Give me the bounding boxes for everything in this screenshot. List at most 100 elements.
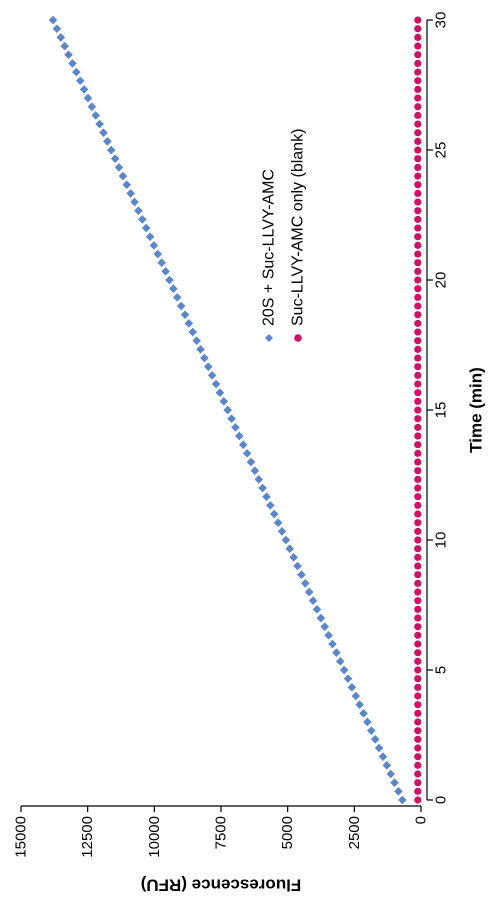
data-point bbox=[414, 727, 422, 735]
data-point bbox=[414, 337, 422, 345]
data-point bbox=[414, 233, 422, 241]
data-point bbox=[414, 111, 422, 120]
data-point bbox=[242, 449, 252, 458]
data-point bbox=[414, 345, 422, 353]
data-point bbox=[231, 423, 240, 432]
data-point bbox=[414, 137, 422, 145]
data-point bbox=[207, 371, 217, 380]
data-point bbox=[196, 345, 205, 354]
data-point bbox=[56, 33, 66, 42]
data-point bbox=[301, 579, 310, 588]
y-tick-label: 10000 bbox=[146, 816, 163, 858]
x-tick-label: 25 bbox=[433, 142, 450, 159]
data-point bbox=[414, 371, 422, 379]
legend-marker-20s-plus-substrate bbox=[265, 334, 273, 342]
data-point bbox=[390, 778, 399, 787]
data-point bbox=[64, 50, 73, 60]
y-tick-label: 0 bbox=[413, 816, 430, 824]
data-point bbox=[414, 120, 422, 128]
data-point bbox=[414, 536, 422, 544]
data-point bbox=[52, 24, 62, 34]
data-point bbox=[414, 16, 422, 24]
x-tick-label: 5 bbox=[433, 666, 450, 674]
data-point bbox=[414, 241, 422, 249]
data-point bbox=[414, 129, 422, 137]
data-point bbox=[414, 397, 422, 405]
legend-label-20s-plus-substrate: 20S + Suc-LLVY-AMC bbox=[261, 169, 278, 326]
data-point bbox=[414, 666, 422, 674]
data-point bbox=[114, 163, 124, 172]
data-point bbox=[414, 597, 422, 605]
data-point bbox=[414, 527, 422, 535]
x-axis-title: Time (min) bbox=[467, 367, 486, 453]
data-point bbox=[149, 241, 159, 250]
data-point bbox=[414, 779, 422, 787]
data-point bbox=[95, 119, 104, 129]
data-point bbox=[414, 259, 422, 267]
data-point bbox=[258, 483, 267, 493]
legend-label-blank: Suc-LLVY-AMC only (blank) bbox=[290, 129, 307, 326]
data-point bbox=[308, 596, 318, 605]
data-point bbox=[141, 223, 151, 233]
data-point bbox=[414, 501, 422, 509]
series-blank bbox=[414, 16, 422, 804]
data-point bbox=[172, 293, 182, 302]
data-point bbox=[238, 440, 248, 450]
data-point bbox=[72, 67, 81, 77]
data-point bbox=[347, 683, 357, 692]
data-point bbox=[227, 414, 236, 424]
data-point bbox=[223, 405, 232, 415]
data-point bbox=[332, 648, 341, 657]
data-point bbox=[414, 796, 422, 804]
data-point bbox=[75, 76, 85, 86]
data-point bbox=[398, 795, 407, 805]
data-point bbox=[414, 709, 422, 717]
data-point bbox=[273, 518, 283, 527]
data-point bbox=[297, 570, 306, 579]
data-point bbox=[130, 197, 139, 207]
data-point bbox=[414, 33, 422, 42]
data-point bbox=[414, 519, 422, 527]
data-point bbox=[126, 189, 135, 198]
data-point bbox=[153, 249, 163, 259]
data-point bbox=[269, 509, 279, 519]
data-point bbox=[110, 154, 120, 164]
data-point bbox=[262, 492, 271, 501]
data-point bbox=[165, 275, 174, 285]
data-point bbox=[414, 406, 422, 414]
data-point bbox=[161, 267, 170, 276]
data-point bbox=[414, 85, 422, 94]
data-point bbox=[414, 493, 422, 501]
data-point bbox=[382, 761, 392, 770]
data-point bbox=[414, 328, 422, 336]
data-point bbox=[103, 137, 112, 146]
data-point bbox=[277, 527, 287, 536]
data-point bbox=[414, 293, 422, 301]
data-point bbox=[414, 59, 422, 68]
data-point bbox=[414, 181, 422, 189]
x-tick-label: 20 bbox=[433, 272, 450, 289]
data-point bbox=[414, 423, 422, 431]
data-point bbox=[339, 665, 349, 675]
data-point bbox=[414, 770, 422, 778]
data-point bbox=[219, 397, 229, 406]
data-point bbox=[250, 466, 260, 475]
data-point bbox=[414, 319, 422, 327]
data-point bbox=[363, 717, 372, 727]
data-point bbox=[414, 25, 422, 33]
data-point bbox=[414, 68, 422, 76]
data-point bbox=[414, 155, 422, 163]
x-tick-label: 15 bbox=[433, 402, 450, 419]
data-point bbox=[320, 622, 330, 631]
data-point bbox=[414, 432, 422, 440]
data-point bbox=[87, 102, 97, 112]
data-point bbox=[79, 85, 89, 94]
x-tick-label: 10 bbox=[433, 532, 450, 549]
data-point bbox=[414, 267, 422, 275]
data-point bbox=[370, 735, 380, 744]
data-point bbox=[414, 657, 422, 665]
y-tick-label: 7500 bbox=[213, 816, 230, 849]
data-point bbox=[91, 111, 101, 120]
data-point bbox=[414, 172, 422, 180]
plot-area: 0 5 10 15 20 25 30 0 2500 5000 7500 10000 12500 15000… bbox=[13, 12, 486, 895]
